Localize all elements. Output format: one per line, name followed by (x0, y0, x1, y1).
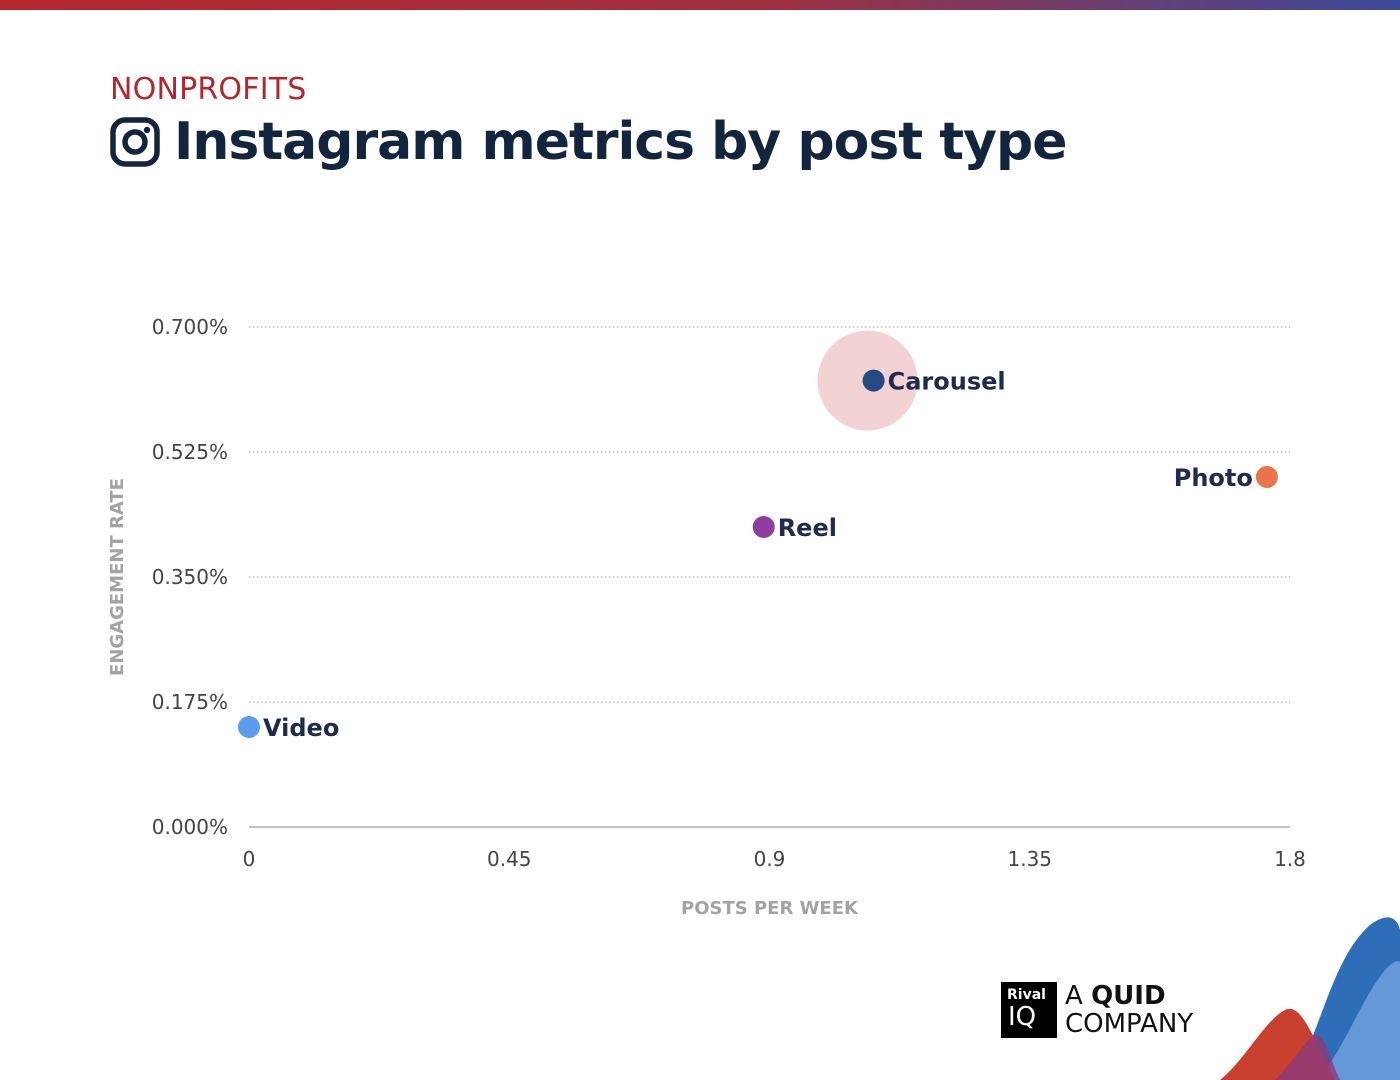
tag-bold: QUID (1091, 981, 1166, 1011)
data-point-label: Video (263, 714, 339, 742)
tag-prefix: A (1065, 981, 1092, 1011)
data-point-label: Reel (778, 514, 837, 542)
rivaliq-logo-box: Rival IQ (1001, 982, 1057, 1038)
data-point (862, 369, 885, 392)
y-tick-label: 0.525% (152, 440, 228, 464)
data-point-label: Carousel (888, 368, 1006, 396)
decorative-waves (1220, 917, 1400, 1080)
x-axis-title: POSTS PER WEEK (681, 898, 859, 919)
y-axis-title: ENGAGEMENT RATE (107, 478, 128, 676)
data-point (238, 716, 260, 738)
logo-line2: IQ (1008, 1002, 1037, 1032)
x-tick-label: 0.9 (754, 847, 786, 871)
category-label: NONPROFITS (110, 72, 307, 107)
data-point (752, 516, 775, 538)
rivaliq-logo: Rival IQ A QUID COMPANY (1001, 982, 1193, 1038)
y-tick-label: 0.000% (152, 815, 228, 839)
tag-line2: COMPANY (1065, 1009, 1194, 1039)
data-point (1255, 466, 1278, 488)
x-tick-label: 0.45 (487, 847, 532, 871)
x-tick-label: 1.35 (1007, 847, 1052, 871)
title-row: Instagram metrics by post type (110, 112, 1067, 172)
y-tick-label: 0.175% (152, 690, 228, 714)
page-title: Instagram metrics by post type (174, 112, 1067, 172)
x-tick-label: 1.8 (1274, 847, 1306, 871)
logo-tagline: A QUID COMPANY (1065, 983, 1193, 1037)
logo-line1: Rival (1007, 987, 1046, 1003)
y-tick-label: 0.700% (152, 315, 228, 339)
data-point-label: Photo (1174, 464, 1253, 492)
top-gradient-bar (0, 0, 1400, 10)
y-tick-label: 0.350% (152, 565, 228, 589)
x-tick-label: 0 (243, 847, 256, 871)
instagram-icon (110, 117, 160, 167)
